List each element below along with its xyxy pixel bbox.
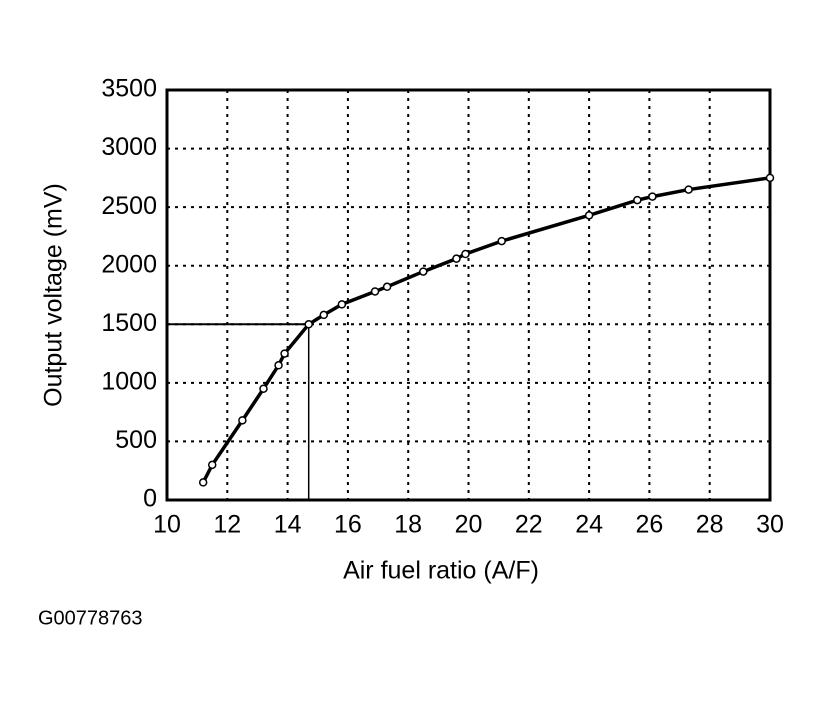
data-point (497, 236, 506, 246)
x-tick-label: 26 (635, 511, 663, 539)
x-tick-label: 22 (515, 511, 543, 539)
y-tick-label: 3500 (101, 75, 157, 103)
data-point (765, 173, 775, 183)
x-tick-label: 16 (334, 511, 362, 539)
x-tick-label: 24 (575, 511, 603, 539)
data-point (370, 287, 380, 296)
y-tick-label: 1000 (101, 367, 157, 395)
data-point (382, 282, 392, 292)
x-tick-label: 14 (274, 511, 302, 539)
data-point (461, 249, 470, 259)
data-point (633, 195, 642, 205)
x-tick-label: 10 (153, 511, 181, 539)
x-tick-label: 30 (756, 511, 784, 539)
x-tick-label: 20 (455, 511, 483, 539)
data-point (198, 478, 208, 487)
data-point (259, 384, 268, 393)
data-point (419, 267, 428, 276)
data-point (584, 211, 594, 220)
data-point (280, 349, 289, 358)
x-tick-label: 18 (394, 511, 422, 539)
x-tick-label: 28 (696, 511, 724, 539)
data-point (238, 416, 247, 425)
data-point (274, 361, 283, 370)
y-tick-label: 2000 (101, 250, 157, 278)
data-point (319, 310, 329, 320)
data-point (337, 300, 347, 309)
x-tick-label: 12 (213, 511, 241, 539)
y-tick-label: 0 (143, 485, 157, 513)
data-point (648, 192, 657, 201)
data-point (304, 320, 313, 329)
y-tick-label: 1500 (101, 309, 157, 337)
y-axis-label: Output voltage (mV) (40, 183, 68, 407)
data-point (452, 254, 461, 263)
y-tick-label: 3000 (101, 133, 157, 161)
data-point (207, 460, 217, 470)
y-tick-label: 500 (115, 426, 157, 454)
data-line (201, 176, 771, 484)
data-point (684, 185, 693, 194)
plot-frame (165, 88, 772, 502)
x-axis-label: Air fuel ratio (A/F) (343, 557, 539, 585)
y-tick-label: 2500 (101, 192, 157, 220)
caption: G00778763 (38, 607, 143, 629)
